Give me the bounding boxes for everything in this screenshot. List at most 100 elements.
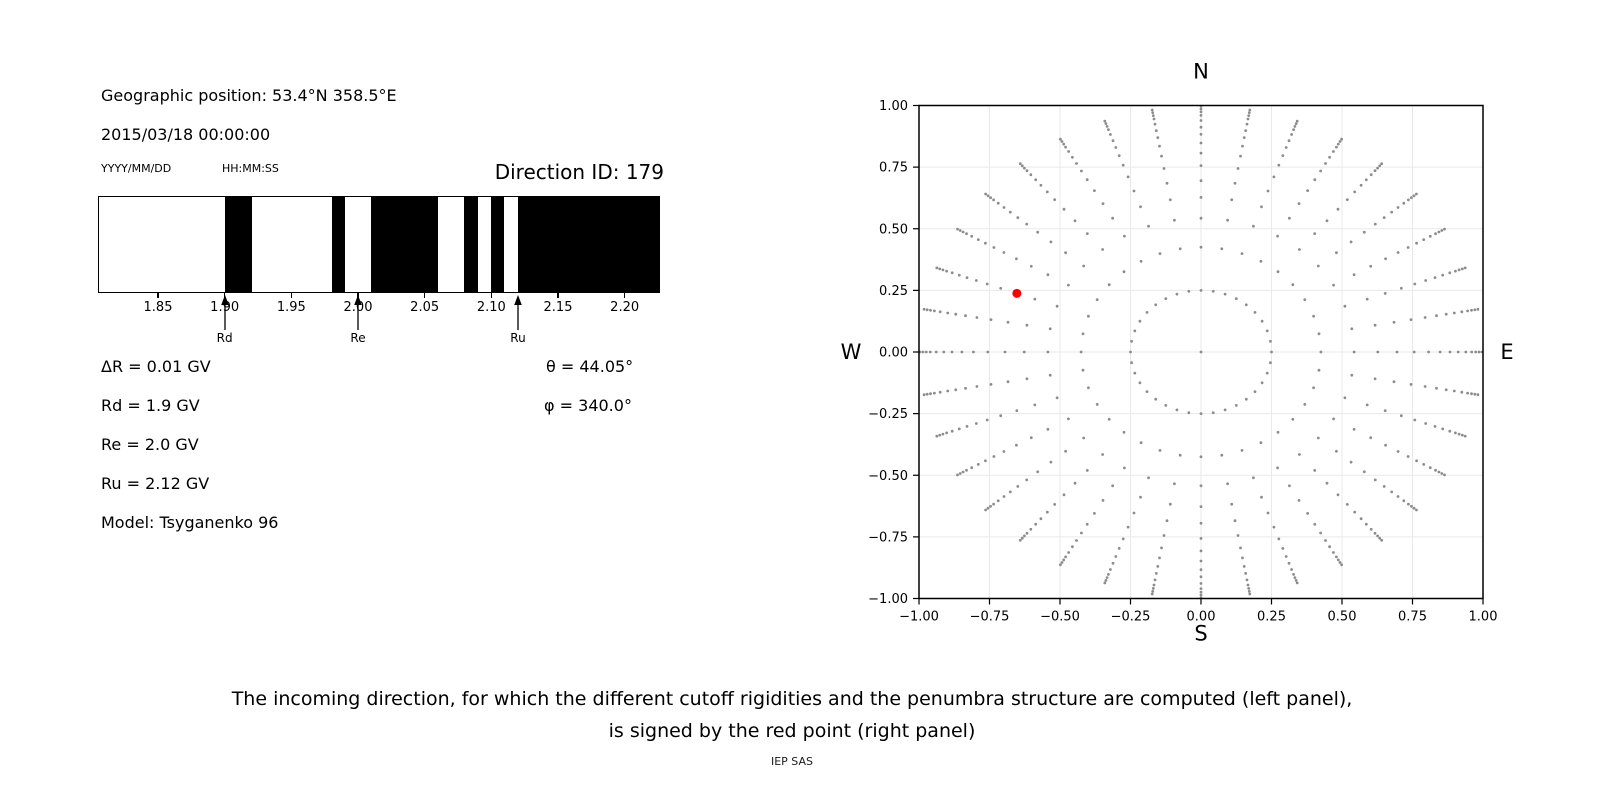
direction-dot <box>1438 350 1442 354</box>
direction-dot <box>1151 587 1155 590</box>
direction-dot <box>1269 339 1272 343</box>
direction-dot <box>1236 534 1240 537</box>
direction-dot <box>1448 429 1452 433</box>
direction-dot <box>1380 162 1384 166</box>
direction-dot <box>1277 163 1281 167</box>
direction-dot <box>1109 568 1112 571</box>
direction-dot <box>1199 590 1203 594</box>
direction-dot <box>1107 573 1110 576</box>
direction-dot <box>1168 502 1172 506</box>
direction-dot <box>1281 547 1285 550</box>
direction-dot <box>1079 350 1083 354</box>
direction-dot <box>935 434 939 438</box>
direction-dot <box>1129 350 1132 354</box>
direction-dot <box>957 427 961 431</box>
direction-dot <box>992 246 996 249</box>
direction-dot <box>984 241 987 245</box>
direction-dot <box>1415 192 1418 196</box>
direction-dot <box>1276 270 1280 274</box>
direction-dot <box>1253 390 1257 393</box>
direction-dot <box>1029 436 1033 440</box>
compass-label-west: W <box>841 340 862 364</box>
direction-dot <box>1049 240 1053 244</box>
direction-dot <box>1335 555 1338 559</box>
direction-dot <box>1383 292 1387 295</box>
direction-dot <box>1392 380 1396 384</box>
direction-dot <box>1199 593 1203 597</box>
direction-dot <box>965 232 968 236</box>
direction-dot <box>1199 559 1203 563</box>
direction-dot <box>1154 303 1158 307</box>
direction-dot <box>1130 361 1133 365</box>
direction-dot <box>1303 403 1307 406</box>
direction-dot <box>1029 173 1033 177</box>
direction-dot <box>1240 449 1244 452</box>
direction-dot <box>1384 257 1387 261</box>
direction-id: Direction ID: 179 <box>494 160 664 184</box>
direction-dot <box>964 314 967 318</box>
direction-dot <box>1297 499 1301 502</box>
direction-dot <box>934 350 938 354</box>
direction-dot <box>1460 267 1464 271</box>
direction-dot <box>956 227 959 231</box>
direction-dot <box>1306 189 1309 193</box>
direction-dot <box>1340 563 1343 567</box>
direction-dot <box>1306 512 1309 515</box>
direction-dot <box>1260 381 1264 385</box>
direction-dot <box>1025 222 1029 226</box>
selected-direction-point <box>1012 288 1022 298</box>
direction-dot <box>1352 273 1356 277</box>
direction-dot <box>1345 198 1349 202</box>
direction-dot-grid <box>918 104 1484 600</box>
direction-dot <box>1025 377 1029 381</box>
direction-dot <box>933 309 936 313</box>
time-format-label: HH:MM:SS <box>222 162 279 175</box>
direction-dot <box>1336 207 1340 211</box>
penumbra-tick-label: 2.05 <box>410 300 440 315</box>
direction-dot <box>1428 466 1432 470</box>
direction-dot <box>1328 545 1331 549</box>
direction-dot <box>1338 140 1342 143</box>
direction-dot <box>974 279 978 282</box>
direction-dot <box>1071 545 1074 549</box>
direction-dot <box>945 431 948 435</box>
direction-dot <box>1008 490 1012 494</box>
direction-dot <box>957 273 961 277</box>
direction-dot <box>1437 230 1441 234</box>
direction-dot <box>1151 111 1155 114</box>
direction-dot <box>958 472 962 475</box>
direction-dot <box>1145 390 1149 393</box>
direction-dot <box>1082 436 1086 440</box>
direction-dot <box>1132 511 1136 515</box>
direction-dot <box>1085 178 1089 182</box>
direction-dot <box>1260 495 1263 499</box>
direction-dot <box>1082 264 1086 268</box>
direction-dot <box>1023 534 1026 538</box>
cutoff-marker-arrow-ru <box>510 295 526 331</box>
x-tick-label: 0.25 <box>1257 610 1286 625</box>
direction-dot <box>1239 546 1242 550</box>
direction-dot <box>925 392 929 396</box>
direction-dot <box>1025 478 1029 482</box>
direction-dot <box>1287 139 1291 143</box>
direction-dot <box>992 198 995 202</box>
direction-dot <box>1018 538 1022 542</box>
direction-dot <box>1281 154 1285 157</box>
direction-dot <box>1046 350 1050 354</box>
direction-dot <box>1187 289 1191 293</box>
direction-dot <box>1444 312 1448 316</box>
direction-dot <box>1415 508 1418 512</box>
direction-dot <box>1147 476 1150 480</box>
direction-dot <box>1440 229 1444 232</box>
direction-dot <box>1002 206 1006 209</box>
direction-dot <box>1104 579 1108 582</box>
direction-dot <box>1359 183 1363 187</box>
direction-dot <box>1073 219 1077 223</box>
penumbra-band-allowed <box>331 197 345 292</box>
penumbra-axis-tick <box>557 293 559 298</box>
direction-dot <box>1245 578 1249 582</box>
direction-dot <box>1364 522 1368 526</box>
direction-dot <box>1234 404 1238 407</box>
direction-dot <box>1133 371 1137 375</box>
direction-dot <box>964 386 967 390</box>
